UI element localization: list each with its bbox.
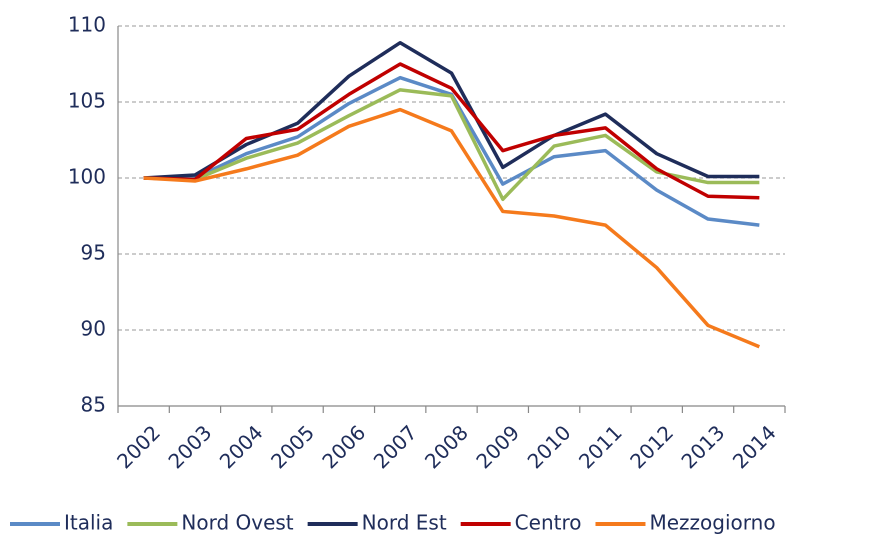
y-tick-label: 110 <box>68 13 106 37</box>
x-tick-label: 2012 <box>625 420 678 473</box>
legend-label: Italia <box>64 511 113 535</box>
x-tick-label: 2010 <box>523 420 576 473</box>
x-tick-label: 2007 <box>369 420 422 473</box>
x-tick-label: 2008 <box>420 420 473 473</box>
x-tick-label: 2002 <box>112 420 165 473</box>
x-tick-label: 2004 <box>215 420 268 473</box>
y-tick-label: 105 <box>68 89 106 113</box>
x-tick-label: 2009 <box>471 420 524 473</box>
series-line <box>143 88 760 202</box>
legend-label: Nord Ovest <box>181 511 293 535</box>
y-tick-label: 90 <box>81 317 106 341</box>
x-tick-label: 2013 <box>676 420 729 473</box>
y-tick-label: 95 <box>81 241 106 265</box>
x-tick-label: 2005 <box>266 420 319 473</box>
series-line <box>143 62 760 200</box>
x-tick-label: 2011 <box>574 420 627 473</box>
series-line <box>143 107 761 349</box>
x-tick-label: 2006 <box>317 420 370 473</box>
x-tick-label: 2003 <box>163 420 216 473</box>
legend-label: Nord Est <box>362 511 447 535</box>
y-tick-label: 85 <box>81 393 106 417</box>
legend-label: Centro <box>515 511 582 535</box>
legend-label: Mezzogiorno <box>649 511 775 535</box>
series-line <box>143 40 760 180</box>
y-tick-label: 100 <box>68 165 106 189</box>
x-tick-label: 2014 <box>728 420 781 473</box>
